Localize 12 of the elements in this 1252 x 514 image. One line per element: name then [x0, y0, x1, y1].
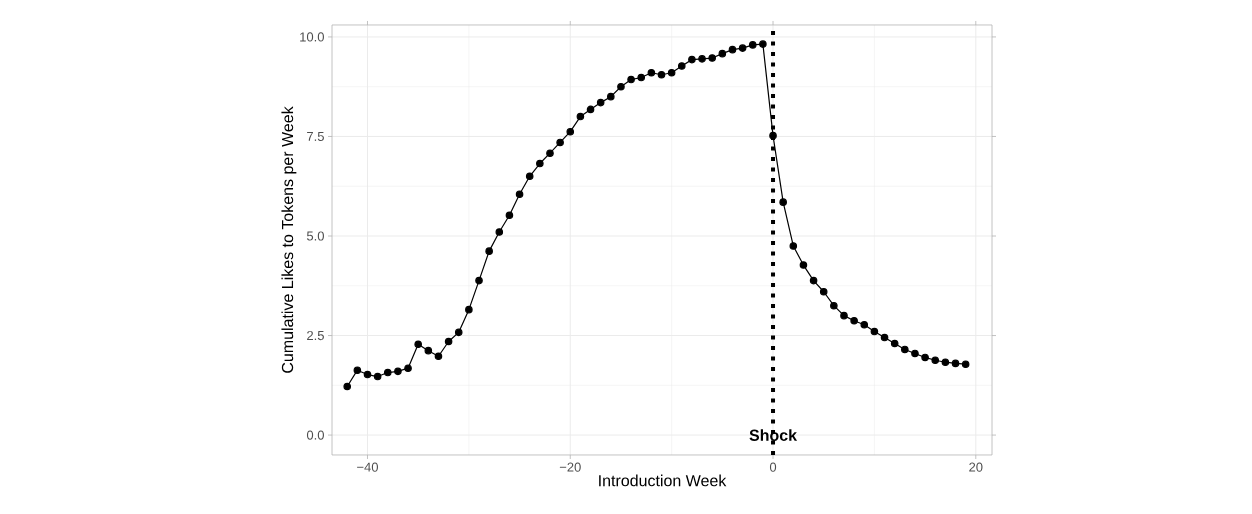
x-tick-label: −20: [559, 462, 581, 472]
ref-line-label: Shock: [749, 429, 798, 441]
x-tick-label: 20: [969, 462, 983, 472]
x-axis-title: Introduction Week: [599, 474, 727, 487]
y-tick-label: 7.5: [307, 131, 324, 141]
y-tick-label: 2.5: [307, 330, 324, 341]
x-tick-label: 0: [769, 462, 777, 472]
y-tick-label: 5.0: [306, 231, 324, 241]
y-tick-label: 10.0: [300, 32, 324, 42]
y-axis-title: Cumulative Likes to Tokens per Week: [281, 106, 297, 373]
y-tick-label: 0.0: [306, 430, 324, 440]
x-tick-label: −40: [357, 462, 379, 472]
